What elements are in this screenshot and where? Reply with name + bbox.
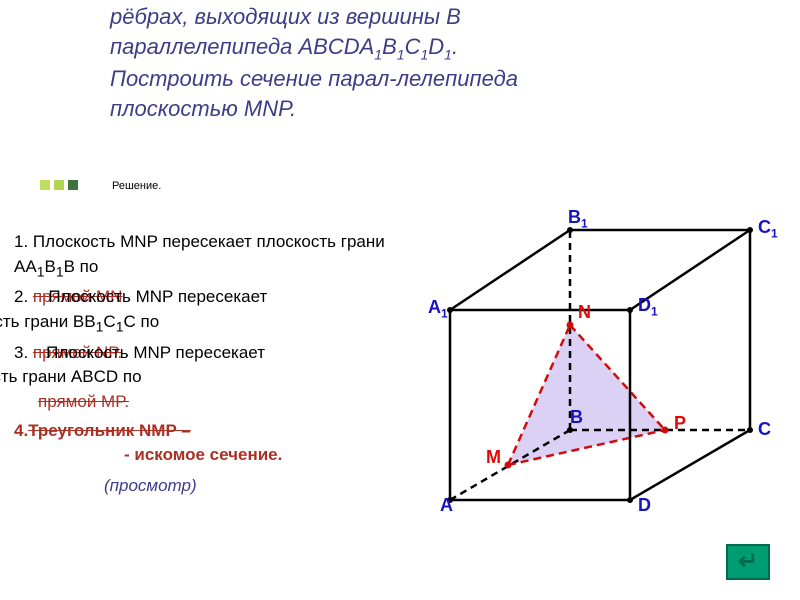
step-1: 1. Плоскость MNP пересекает плоскость гр… [14, 230, 394, 281]
label-C1: C1 [758, 217, 778, 241]
problem-header: рёбрах, выходящих из вершины В параллеле… [0, 0, 800, 123]
solution-steps: 1. Плоскость MNP пересекает плоскость гр… [14, 230, 394, 499]
label-M: M [486, 447, 501, 468]
bullet-icon [40, 180, 100, 192]
label-B: B [570, 407, 583, 428]
step-4-sub: - искомое сечение. [14, 443, 394, 468]
label-P: P [674, 413, 686, 434]
step-3: 3. прямой NP.Плоскость MNP пересекает пл… [14, 341, 394, 415]
return-icon: ↵ [738, 550, 758, 574]
parallelepiped-diagram: A1 B1 C1 D1 A B C D N M P [420, 205, 780, 535]
label-A: A [440, 495, 453, 516]
label-D1: D1 [638, 295, 658, 319]
back-button[interactable]: ↵ [726, 544, 770, 580]
label-N: N [578, 302, 591, 323]
label-D: D [638, 495, 651, 516]
label-A1: A1 [428, 297, 448, 321]
preview-link[interactable]: (просмотр) [14, 474, 394, 499]
label-C: C [758, 419, 771, 440]
step-2: 2. прямой MNПлоскость MNP пересекает пло… [14, 285, 394, 336]
label-B1: B1 [568, 207, 588, 231]
solution-label: Решение. [112, 180, 161, 192]
step-4-result: 4.Треугольник NMP – [14, 419, 394, 444]
